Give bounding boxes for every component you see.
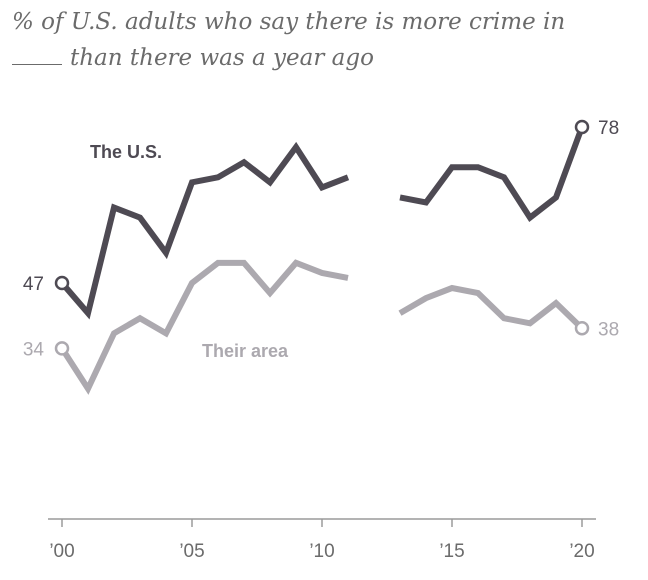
x-tick-label: ’10 — [309, 541, 334, 562]
end-label-their-area: 38 — [598, 319, 619, 340]
x-tick-label: ’20 — [569, 541, 594, 562]
start-label-us: 47 — [23, 274, 44, 295]
title-blank — [12, 42, 62, 65]
series-line-their-area — [59, 259, 349, 395]
x-tick-label: ’15 — [439, 541, 464, 562]
series-label-their-area: Their area — [202, 341, 289, 361]
series-line-their-area — [398, 284, 585, 331]
end-marker-us — [574, 119, 590, 135]
start-marker-us — [54, 275, 70, 291]
end-marker-their-area — [574, 321, 590, 336]
title-line-1: % of U.S. adults who say there is more c… — [12, 9, 566, 35]
x-tick-label: ’05 — [179, 541, 204, 562]
series-line-us — [59, 141, 350, 320]
chart-title: % of U.S. adults who say there is more c… — [12, 4, 642, 76]
series-line-us — [399, 125, 585, 222]
title-line-2: than there was a year ago — [70, 45, 374, 71]
start-label-their-area: 34 — [23, 339, 45, 360]
series-label-us: The U.S. — [90, 142, 162, 162]
start-marker-their-area — [54, 341, 70, 356]
end-label-us: 78 — [598, 118, 619, 139]
x-tick-label: ’00 — [49, 541, 74, 562]
